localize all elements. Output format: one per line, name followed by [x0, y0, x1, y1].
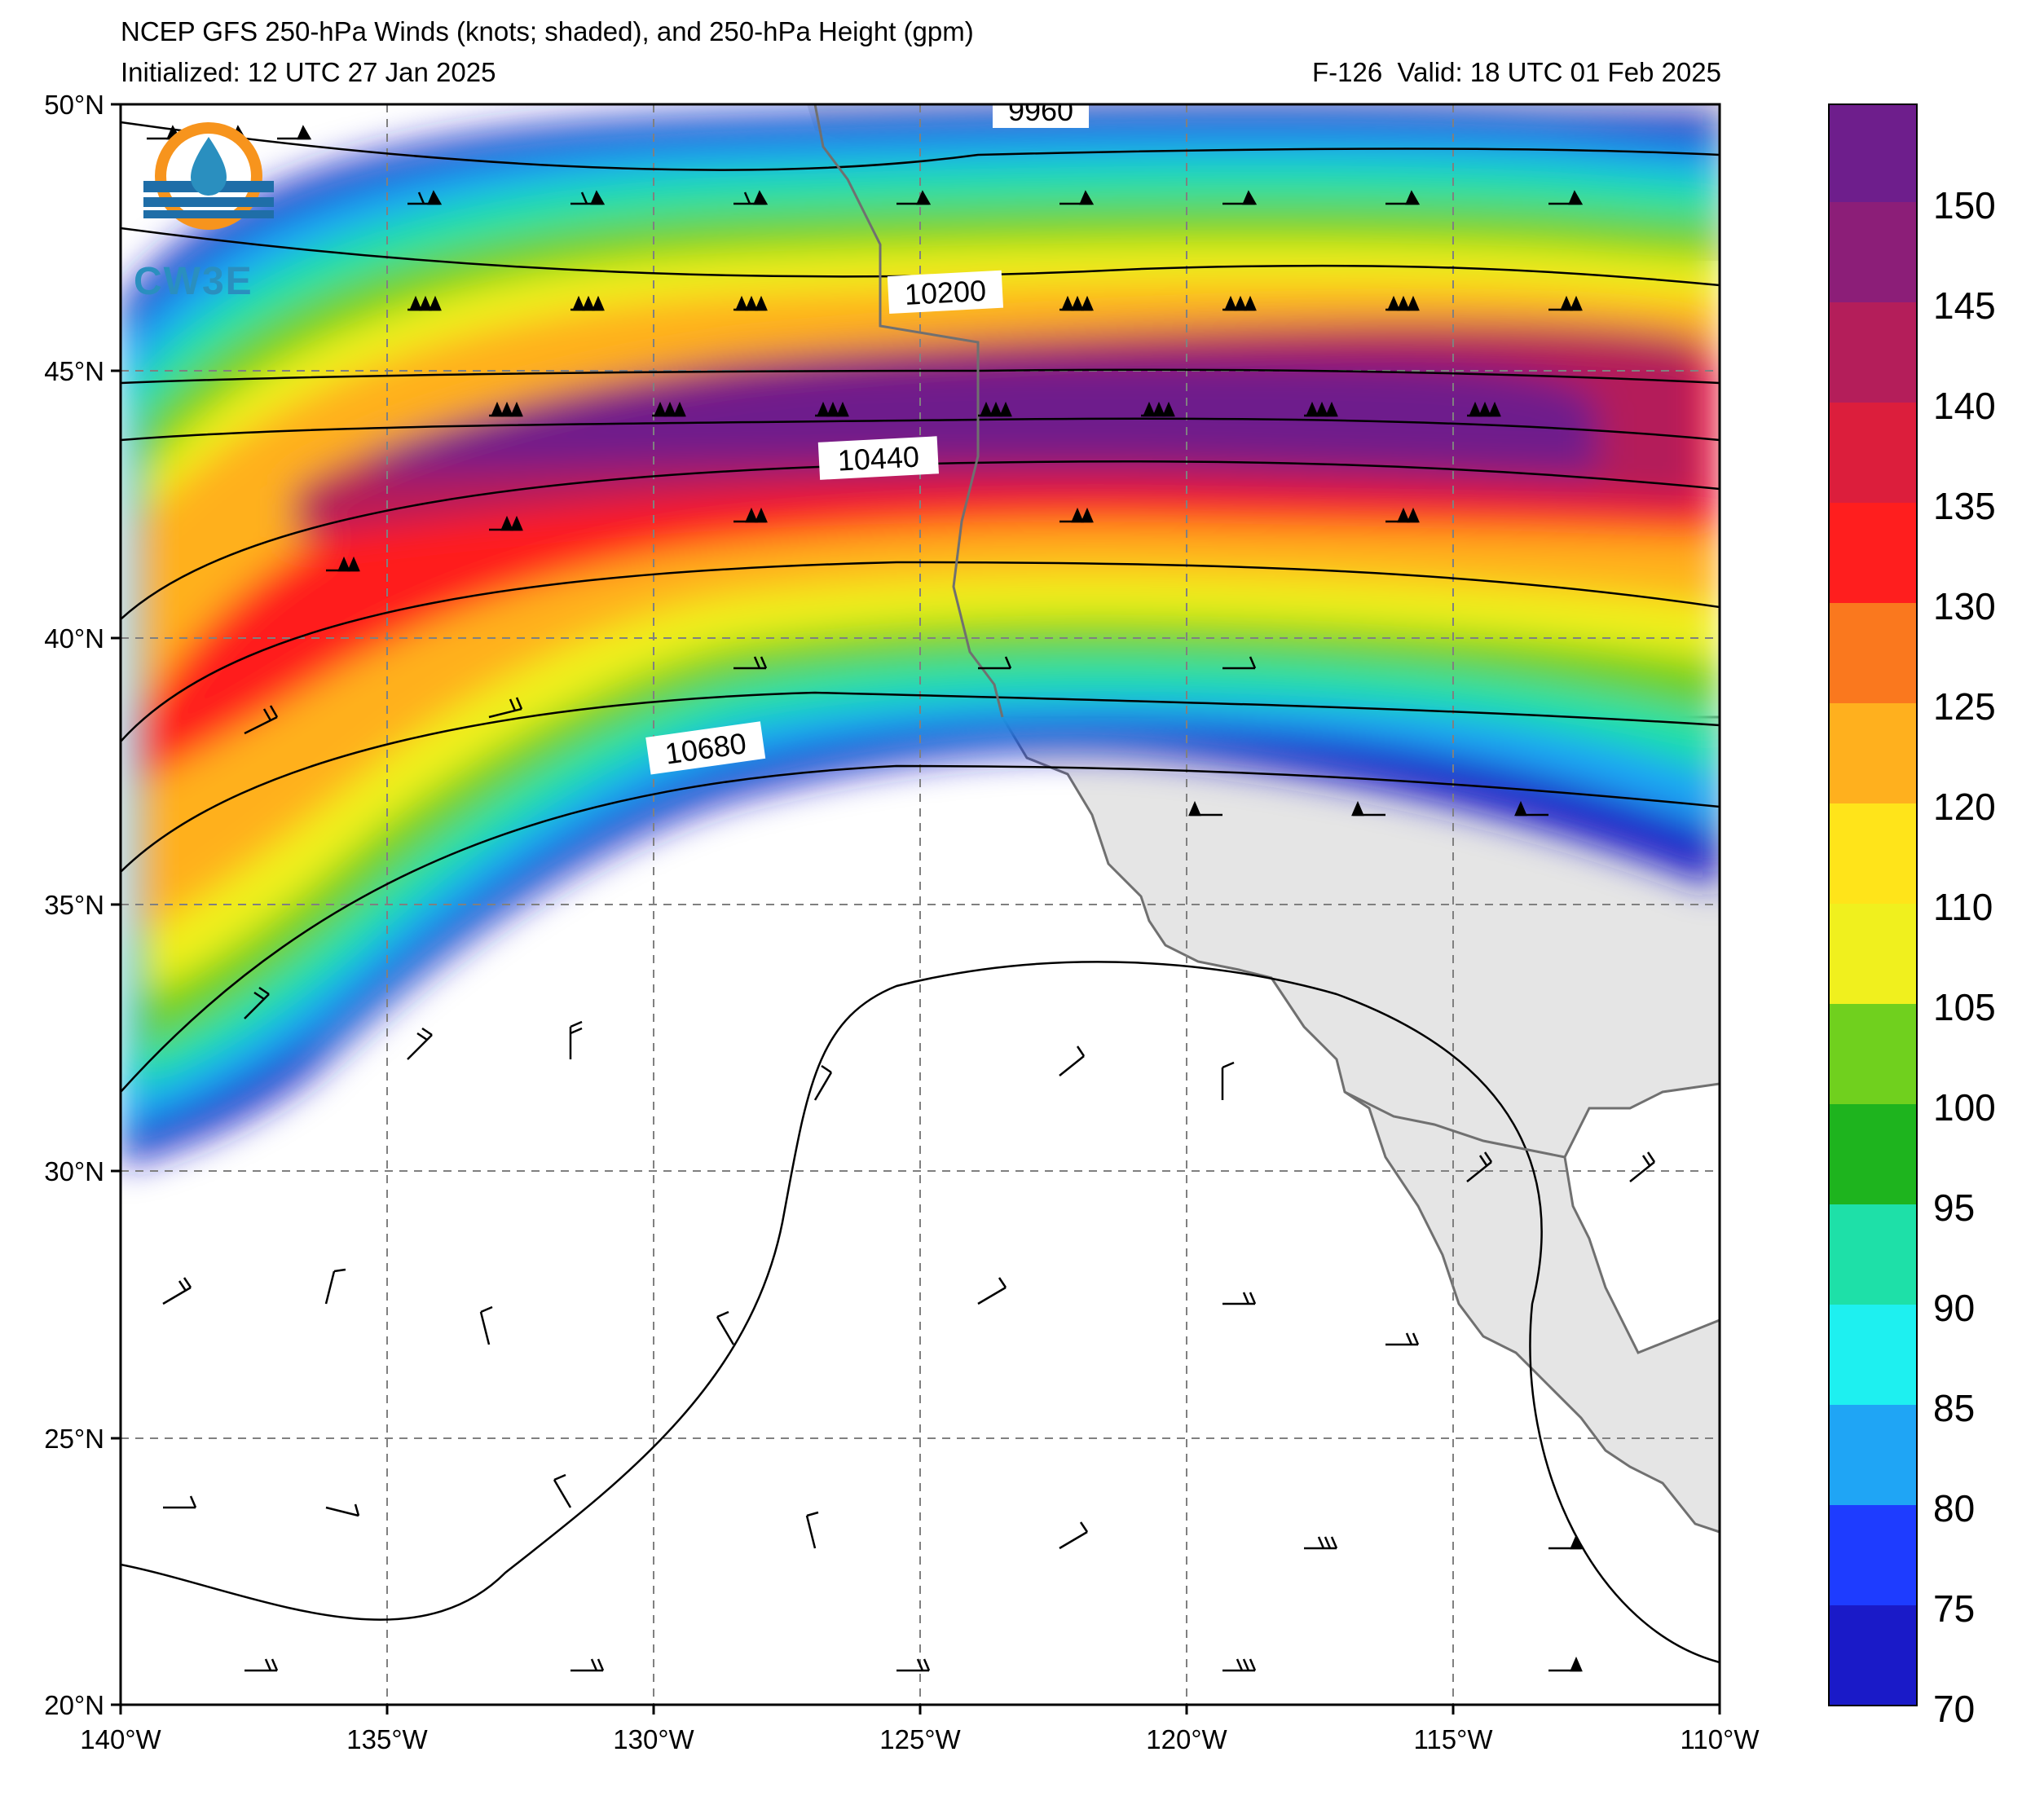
lon-label: 120°W [1146, 1724, 1227, 1754]
lat-label: 20°N [44, 1690, 104, 1720]
cb-swatch-85 [1829, 1305, 1917, 1405]
lon-label: 115°W [1414, 1724, 1494, 1754]
cb-label: 135 [1933, 485, 1996, 527]
contour-label-10200: 10200 [887, 270, 1004, 315]
cb-swatch-125 [1829, 603, 1917, 703]
cb-swatch-95 [1829, 1104, 1917, 1204]
cb-label: 150 [1933, 184, 1996, 227]
contour-10680 [121, 691, 1720, 873]
cb-label: 125 [1933, 685, 1996, 728]
contour-label-10440: 10440 [817, 436, 939, 480]
cb-label: 140 [1933, 385, 1996, 427]
lat-labels: 20°N 25°N 30°N 35°N 40°N 45°N 50°N [44, 90, 104, 1720]
lat-label: 40°N [44, 623, 104, 654]
cb-label: 130 [1933, 585, 1996, 627]
lat-label: 30°N [44, 1156, 104, 1186]
valid-time: F-126 Valid: 18 UTC 01 Feb 2025 [1312, 57, 1721, 87]
svg-text:9960: 9960 [1008, 94, 1073, 127]
cb-swatch-130 [1829, 503, 1917, 603]
init-time: Initialized: 12 UTC 27 Jan 2025 [121, 57, 496, 87]
land-california-mexico [1000, 715, 1720, 1534]
lon-labels: 140°W 135°W 130°W 125°W 120°W 115°W 110°… [80, 1724, 1760, 1754]
cb-label: 105 [1933, 986, 1996, 1028]
contour-9960 [121, 121, 1720, 171]
lat-label: 45°N [44, 356, 104, 386]
lon-label: 110°W [1681, 1724, 1760, 1754]
cb-swatch-80 [1829, 1405, 1917, 1505]
cw3e-logo-icon [143, 122, 274, 230]
cb-label: 80 [1933, 1487, 1975, 1530]
cb-swatch-110 [1829, 803, 1917, 904]
cb-swatch-105 [1829, 904, 1917, 1004]
cb-swatch-145 [1829, 202, 1917, 302]
cb-label: 75 [1933, 1587, 1975, 1630]
cb-label: 110 [1933, 886, 1993, 928]
svg-text:10200: 10200 [904, 274, 987, 311]
cb-label: 70 [1933, 1688, 1975, 1730]
cb-swatch-150 [1829, 104, 1917, 202]
contour-label-9960: 9960 [993, 94, 1089, 128]
lon-label: 135°W [346, 1724, 428, 1754]
cb-swatch-75 [1829, 1505, 1917, 1605]
lat-label: 50°N [44, 90, 104, 120]
lat-label: 25°N [44, 1424, 104, 1454]
cb-swatch-135 [1829, 403, 1917, 503]
cb-swatch-100 [1829, 1004, 1917, 1104]
map-title: NCEP GFS 250-hPa Winds (knots; shaded), … [121, 16, 974, 46]
cw3e-logo-text: CW3E [134, 260, 253, 303]
lon-label: 130°W [613, 1724, 694, 1754]
cb-swatch-90 [1829, 1204, 1917, 1305]
cb-label: 100 [1933, 1086, 1996, 1129]
lon-label: 125°W [879, 1724, 961, 1754]
svg-text:10440: 10440 [837, 439, 920, 477]
lat-label: 35°N [44, 890, 104, 920]
cb-label: 95 [1933, 1186, 1975, 1229]
cb-swatch-140 [1829, 302, 1917, 403]
cb-label: 85 [1933, 1387, 1975, 1429]
axis-ticks [111, 103, 1721, 1715]
colorbar [1828, 103, 1918, 1706]
cb-swatch-120 [1829, 703, 1917, 803]
cb-swatch-70 [1829, 1605, 1917, 1706]
cb-label: 90 [1933, 1287, 1975, 1329]
cb-label: 145 [1933, 284, 1996, 327]
colorbar-labels: 150 145 140 135 130 125 120 110 105 100 … [1933, 184, 1996, 1730]
lon-label: 140°W [80, 1724, 161, 1754]
coastlines [813, 104, 1566, 1159]
cb-label: 120 [1933, 786, 1996, 828]
